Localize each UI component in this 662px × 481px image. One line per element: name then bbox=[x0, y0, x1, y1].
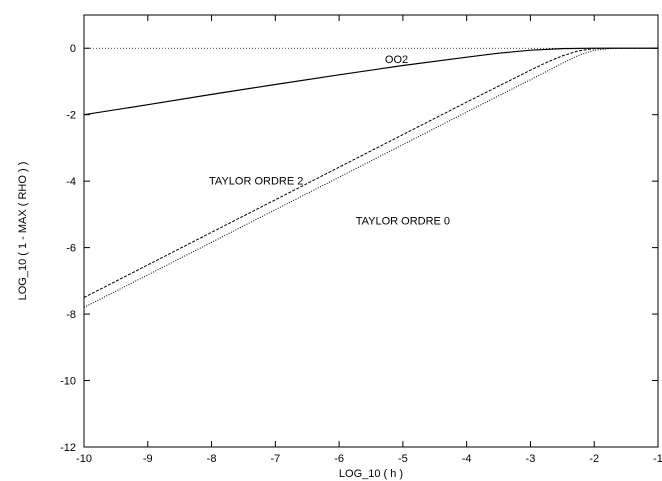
x-tick-label: -9 bbox=[143, 453, 153, 465]
series-line-taylor-ordre-2 bbox=[83, 47, 658, 298]
annotation-label: TAYLOR ORDRE 2 bbox=[209, 175, 303, 187]
x-tick-label: -7 bbox=[270, 453, 280, 465]
x-tick-label: -2 bbox=[589, 453, 599, 465]
x-tick-label: -8 bbox=[207, 453, 217, 465]
y-tick-label: 0 bbox=[70, 43, 76, 55]
x-tick-label: -4 bbox=[462, 453, 472, 465]
y-tick-label: -12 bbox=[60, 442, 76, 454]
plot-area-border bbox=[83, 14, 659, 448]
x-axis-ticks: -10 -9 -8 -7 -6 -5 -4 -3 -2 -1 bbox=[76, 15, 662, 465]
x-tick-label: -5 bbox=[398, 453, 408, 465]
y-tick-label: -10 bbox=[60, 376, 76, 388]
series-lines bbox=[83, 47, 658, 308]
annotation-label: OO2 bbox=[385, 54, 408, 66]
x-tick-label: -6 bbox=[334, 453, 344, 465]
y-axis-label: LOG_10 ( 1 - MAX ( RHO ) ) bbox=[17, 162, 29, 301]
y-tick-label: -4 bbox=[66, 176, 76, 188]
x-axis-label: LOG_10 ( h ) bbox=[339, 468, 403, 480]
y-tick-label: -6 bbox=[66, 243, 76, 255]
plot-frame bbox=[83, 14, 659, 448]
y-tick-label: -8 bbox=[66, 309, 76, 321]
y-axis-ticks: -12 -10 -8 -6 -4 -2 0 bbox=[60, 43, 658, 454]
x-tick-label: -1 bbox=[653, 453, 662, 465]
y-tick-label: -2 bbox=[66, 110, 76, 122]
x-tick-label: -3 bbox=[526, 453, 536, 465]
x-tick-label: -10 bbox=[76, 453, 92, 465]
annotation-label: TAYLOR ORDRE 0 bbox=[356, 215, 450, 227]
series-line-taylor-ordre-0 bbox=[83, 47, 658, 308]
annotations: OO2 TAYLOR ORDRE 2 TAYLOR ORDRE 0 bbox=[209, 54, 450, 227]
